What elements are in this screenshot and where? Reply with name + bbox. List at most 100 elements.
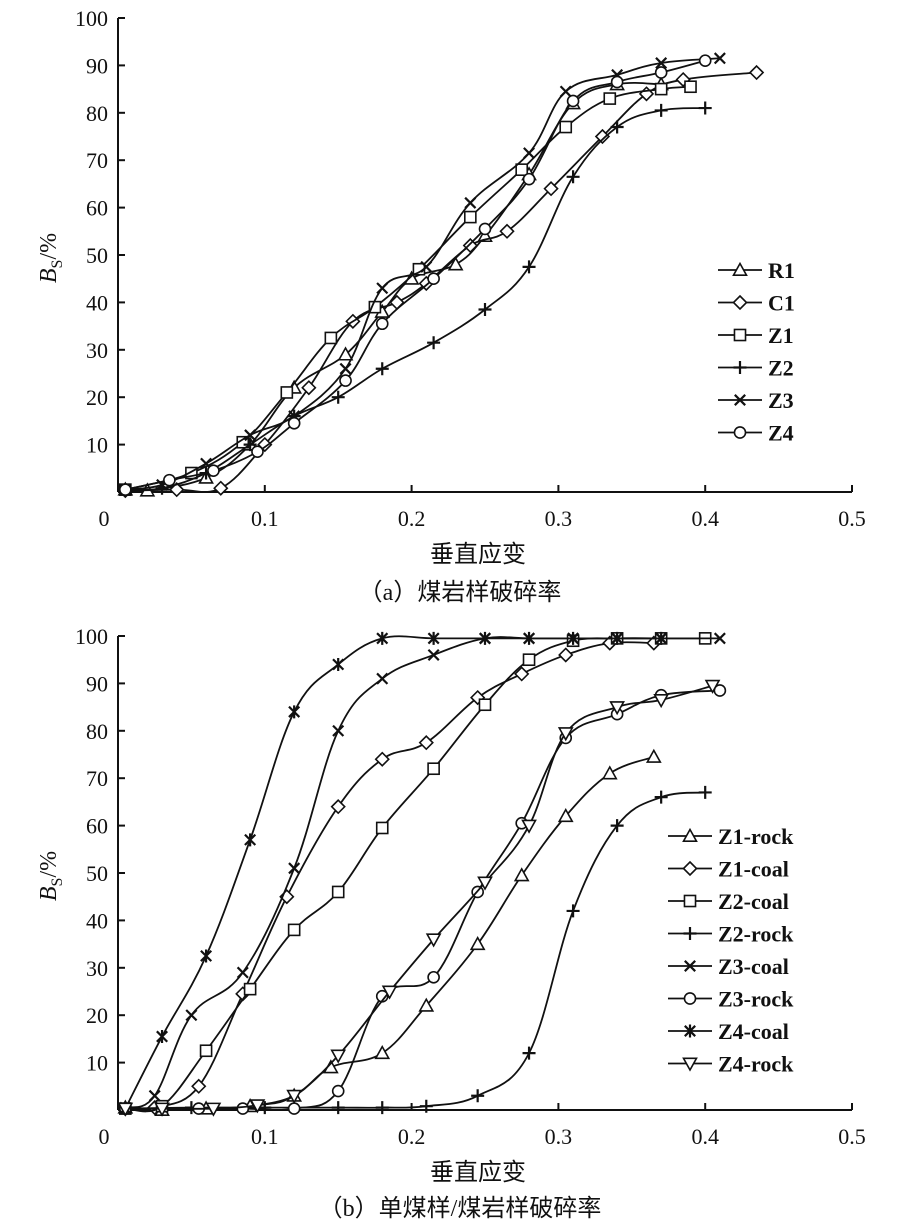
chart-b-x-tick-label: 0.4 [691,1124,719,1149]
chart-a-x-tick-label: 0 [99,506,110,531]
chart-a-point-c1 [748,64,765,81]
chart-b-legend-marker-z1-rock [682,827,698,843]
chart-b-point-z2-coal [478,698,492,712]
chart-a-point-z2 [375,362,389,376]
chart-a-x-tick-label: 0.5 [838,506,866,531]
chart-b-y-tick-label: 30 [86,956,108,981]
chart-a-point-z3 [376,282,389,295]
chart-b-point-z2-coal [522,653,536,667]
chart-b-point-z1-coal [374,751,390,767]
chart-b-y-tick-label: 90 [86,671,108,696]
chart-a-point-z4 [119,483,132,496]
chart-a-point-c1 [301,380,317,396]
chart-b-point-z2-coal [331,885,345,899]
chart-a-series-line-r1 [125,81,662,493]
chart-a-legend-label-c1: C1 [768,291,795,316]
chart-b-y-tick-label: 70 [86,766,108,791]
chart-b-point-z4-rock [521,819,537,834]
chart-b-point-z1-rock [374,1044,391,1060]
chart-b-point-z3-coal [427,648,440,661]
chart-a-point-z3 [713,52,726,65]
chart-b-legend-label-z2-rock: Z2-rock [718,922,794,947]
chart-b-series-line-z3-rock [125,689,720,1111]
chart-panel-a: 0 0.1 0.2 0.3 0.4 0.5 10 20 30 40 50 60 70 80 90 100 R1… [36,6,866,606]
chart-a-point-z1 [603,92,617,105]
chart-a-point-z4 [339,374,352,387]
chart-a-point-z3 [464,196,477,209]
chart-a-x-tick-label: 0.2 [398,506,426,531]
chart-a-point-c1 [213,480,229,496]
chart-a-point-z2 [331,390,345,404]
chart-b-y-tick-label: 20 [86,1003,108,1028]
chart-b-point-z2-rock [471,1089,485,1103]
chart-b-legend-label-z1-rock: Z1-rock [718,824,794,849]
chart-b-legend-marker-z1-coal [682,860,698,877]
chart-b-legend-marker-z2-rock [683,927,697,940]
chart-b-y-tick-label: 10 [86,1051,108,1076]
chart-a-point-z2 [698,101,712,115]
chart-b-point-z2-coal [199,1044,213,1058]
chart-b-axes: 0 0.1 0.2 0.3 0.4 0.5 10 20 30 40 50 60 70 80 90 100 [75,624,866,1149]
chart-a-xlabel: 垂直应变 [430,541,526,568]
chart-a-point-z3 [420,260,433,273]
chart-b-ylabel-main: B [36,886,62,901]
chart-b-point-z3-rock [236,1102,250,1115]
chart-a-point-z2 [243,438,257,452]
chart-a-point-z4 [427,272,440,286]
chart-a-point-z3 [339,362,352,375]
chart-b-point-z2-rock [331,1101,345,1115]
chart-b-point-z3-coal [185,1009,198,1022]
chart-a-point-z4 [478,222,492,236]
chart-b-legend-label-z3-rock: Z3-rock [718,987,794,1012]
chart-a-x-tick-label: 0.1 [251,506,279,531]
chart-b-point-z3-coal [148,1089,161,1102]
chart-b-point-z2-coal [375,821,389,835]
chart-a-point-r1 [447,256,464,271]
chart-b-point-z1-rock [645,748,662,763]
chart-a-point-z3 [655,57,668,70]
chart-b-point-z1-coal [514,666,530,682]
chart-b-point-z4-rock [477,876,493,891]
chart-a-y-tick-label: 80 [86,101,108,126]
chart-b-point-z4-rock [154,1102,170,1117]
chart-b-point-z1-coal [330,799,346,815]
chart-b-legend-marker-z2-coal [683,894,697,908]
chart-a-y-tick-label: 30 [86,338,108,363]
chart-b-point-z2-coal [243,982,257,996]
chart-b-point-z4-coal [156,1030,169,1044]
chart-b-ylabel-unit: /% [36,851,62,878]
chart-b-point-z1-rock [601,765,618,780]
chart-a-point-z4 [610,75,624,89]
chart-a-series-line-z3 [125,57,720,491]
chart-b-point-z1-coal [418,735,434,751]
chart-b-x-tick-label: 0.5 [838,1124,866,1149]
chart-a-axes: 0 0.1 0.2 0.3 0.4 0.5 10 20 30 40 50 60 70 80 90 100 [75,6,866,531]
chart-b-point-z2-coal [427,762,440,776]
chart-b-point-z4-coal [376,631,389,645]
chart-a-point-z1 [559,120,573,134]
chart-a-y-tick-label: 70 [86,148,108,173]
chart-b-legend-marker-z4-rock [682,1057,698,1072]
chart-b-point-z4-coal [427,631,440,645]
chart-b-point-z4-coal [523,631,536,645]
chart-a-ylabel-main: B [36,268,62,283]
chart-b-x-tick-label: 0 [99,1124,110,1149]
chart-a-y-tick-label: 60 [86,196,108,221]
chart-a-point-z2 [478,303,492,317]
chart-a-y-tick-label: 50 [86,243,108,268]
chart-a-point-z1 [515,163,529,177]
chart-b-caption: （b）单煤样/煤岩样破碎率 [319,1195,602,1222]
chart-b-point-z3-coal [288,862,301,875]
chart-b-point-z4-rock [330,1049,347,1064]
chart-a-point-z4 [375,317,389,331]
chart-a-legend-marker-z1 [733,328,747,342]
chart-a-point-z3 [559,85,572,98]
chart-b-legend: Z1-rock Z1-coal Z2-coal Z2-rock Z3-coal Z3-ro… [668,824,794,1077]
chart-a-ylabel: BS/% [36,233,66,283]
chart-b-point-z1-rock [513,867,530,882]
chart-a-legend-marker-z4 [733,426,747,439]
chart-b-point-z2-rock [419,1099,433,1113]
chart-b-series-line-z1-coal [125,641,654,1111]
chart-b-legend-label-z4-rock: Z4-rock [718,1052,794,1077]
